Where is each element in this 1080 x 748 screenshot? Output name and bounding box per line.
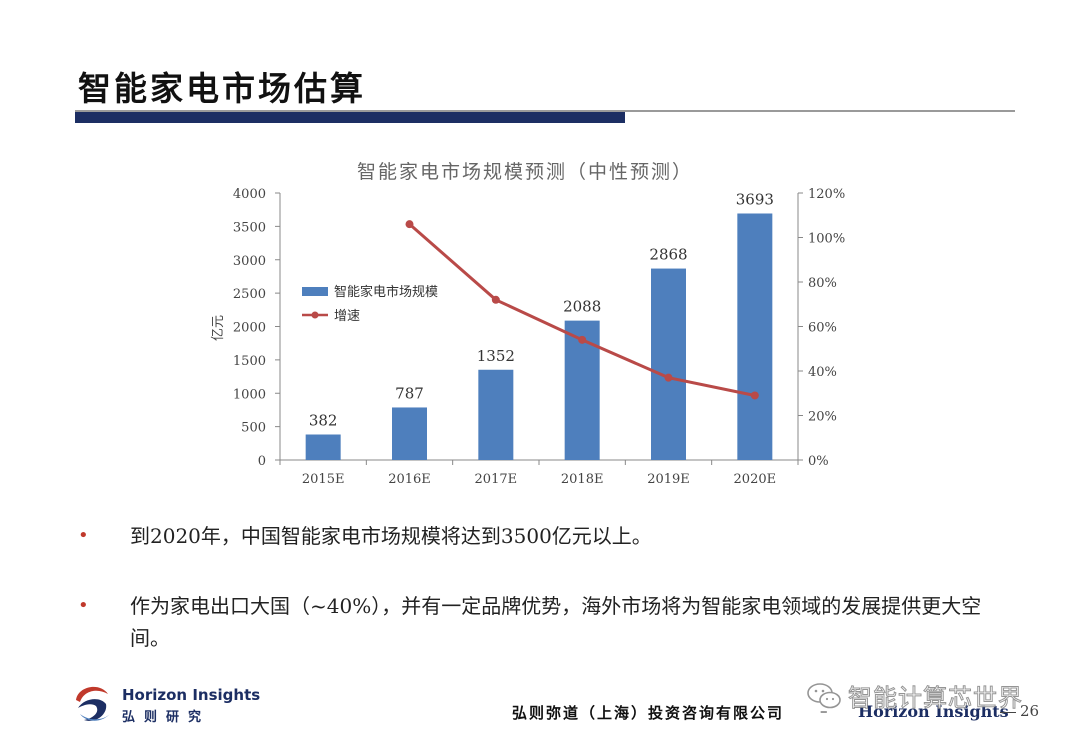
bar	[737, 213, 773, 460]
y-tick-label: 3000	[233, 254, 266, 269]
y2-tick-label: 80%	[808, 276, 837, 291]
x-tick-label: 2017E	[475, 472, 518, 487]
chart-title: 智能家电市场规模预测（中性预测）	[357, 161, 693, 183]
bar-data-label: 787	[395, 384, 424, 402]
wechat-icon	[807, 682, 841, 708]
footer-separator: –	[820, 702, 828, 720]
bullet-2: • 作为家电出口大国（~40%），并有一定品牌优势，海外市场将为智能家电领域的发…	[78, 590, 1018, 654]
y2-tick-label: 120%	[808, 187, 845, 202]
watermark: 智能计算芯世界	[806, 678, 1023, 713]
x-tick-label: 2016E	[388, 472, 431, 487]
market-size-chart: 智能家电市场规模预测（中性预测） 亿元 0 500 1000 1500 2000 2500…	[211, 161, 845, 487]
bar	[392, 407, 427, 460]
title-accent-bar	[75, 112, 625, 123]
x-tick-label: 2015E	[302, 472, 345, 487]
bullet-2-text: 作为家电出口大国（~40%），并有一定品牌优势，海外市场将为智能家电领域的发展提…	[130, 594, 982, 650]
x-tick-label: 2020E	[734, 472, 777, 487]
company-name-en: Horizon Insights	[858, 702, 1009, 721]
page-number: 26	[1020, 702, 1040, 720]
y2-tick-label: 40%	[808, 365, 837, 380]
brand-name-en: Horizon Insights	[122, 686, 261, 704]
y-tick-label: 2500	[233, 287, 266, 302]
bar-data-label: 3693	[736, 190, 774, 208]
x-tick-label: 2018E	[561, 472, 604, 487]
growth-point	[491, 295, 500, 304]
y2-tick-label: 100%	[808, 232, 845, 247]
legend-line-marker	[311, 311, 319, 319]
bullet-dot: •	[78, 525, 89, 546]
growth-point	[664, 373, 673, 382]
bar-data-label: 2868	[649, 246, 687, 264]
y-tick-label: 4000	[233, 187, 266, 202]
footer-dash	[1000, 712, 1016, 713]
legend-bar-swatch	[302, 287, 328, 296]
y2-tick-label: 0%	[808, 454, 829, 469]
growth-point	[405, 220, 414, 229]
y-tick-label: 2000	[233, 321, 266, 336]
legend-bar-label: 智能家电市场规模	[334, 284, 438, 300]
bar-data-label: 1352	[477, 347, 515, 365]
legend-line-label: 增速	[334, 309, 360, 324]
horizon-logo-icon	[76, 686, 110, 721]
y-tick-label: 3500	[233, 220, 266, 235]
x-tick-label: 2019E	[647, 472, 690, 487]
title-divider	[75, 110, 1015, 112]
y-tick-label: 500	[241, 421, 266, 436]
bar	[651, 268, 686, 460]
bar-data-label: 382	[309, 412, 338, 430]
y-tick-label: 1000	[233, 387, 266, 402]
bullet-1-text: 到2020年，中国智能家电市场规模将达到3500亿元以上。	[130, 524, 652, 548]
y-tick-label: 1500	[233, 354, 266, 369]
brand-name-cn: 弘则研究	[122, 710, 211, 725]
bullet-dot: •	[78, 595, 89, 616]
growth-point	[750, 391, 759, 400]
bullet-1: • 到2020年，中国智能家电市场规模将达到3500亿元以上。	[78, 520, 1018, 552]
bar-data-label: 2088	[563, 298, 601, 316]
y2-tick-label: 20%	[808, 410, 837, 425]
company-name: 弘则弥道（上海）投资咨询有限公司	[512, 704, 785, 722]
bar	[305, 434, 341, 460]
watermark-text: 智能计算芯世界	[848, 684, 1023, 713]
bar	[478, 369, 514, 460]
y-tick-label: 0	[258, 454, 266, 469]
y-axis-label: 亿元	[211, 315, 226, 341]
growth-point	[578, 335, 587, 344]
y2-tick-label: 60%	[808, 321, 837, 336]
slide-title: 智能家电市场估算	[78, 69, 366, 108]
